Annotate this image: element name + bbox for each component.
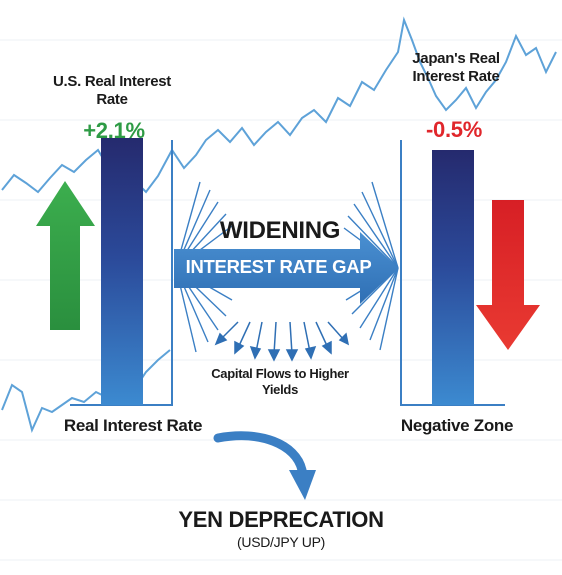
right-base-label: Negative Zone xyxy=(400,416,514,435)
capital-flow-arrows xyxy=(214,321,350,362)
curved-arrow-head xyxy=(289,470,316,500)
widening-title: WIDENING xyxy=(219,217,341,244)
us-rate-value: +2.1% xyxy=(83,118,145,143)
us-rate-label: U.S. Real Interest Rate xyxy=(53,73,171,108)
down-arrow-icon xyxy=(476,200,540,350)
curved-arrow-icon xyxy=(213,431,307,475)
left-base-label: Real Interest Rate xyxy=(63,416,203,435)
us-rate-bar xyxy=(101,138,143,405)
japan-rate-value: -0.5% xyxy=(426,117,482,142)
interest-rate-gap-text: INTEREST RATE GAP xyxy=(185,256,372,277)
capital-flows-label: Capital Flows to Higher Yields xyxy=(211,366,349,397)
yen-depreciation-title: YEN DEPRECATION xyxy=(178,507,384,532)
up-arrow-icon xyxy=(36,181,95,330)
japan-rate-bar xyxy=(432,150,474,405)
japan-rate-label: Japan's Real Interest Rate xyxy=(412,50,500,85)
usd-jpy-subtitle: (USD/JPY UP) xyxy=(237,534,325,550)
interest-rate-gap-banner xyxy=(174,232,398,304)
